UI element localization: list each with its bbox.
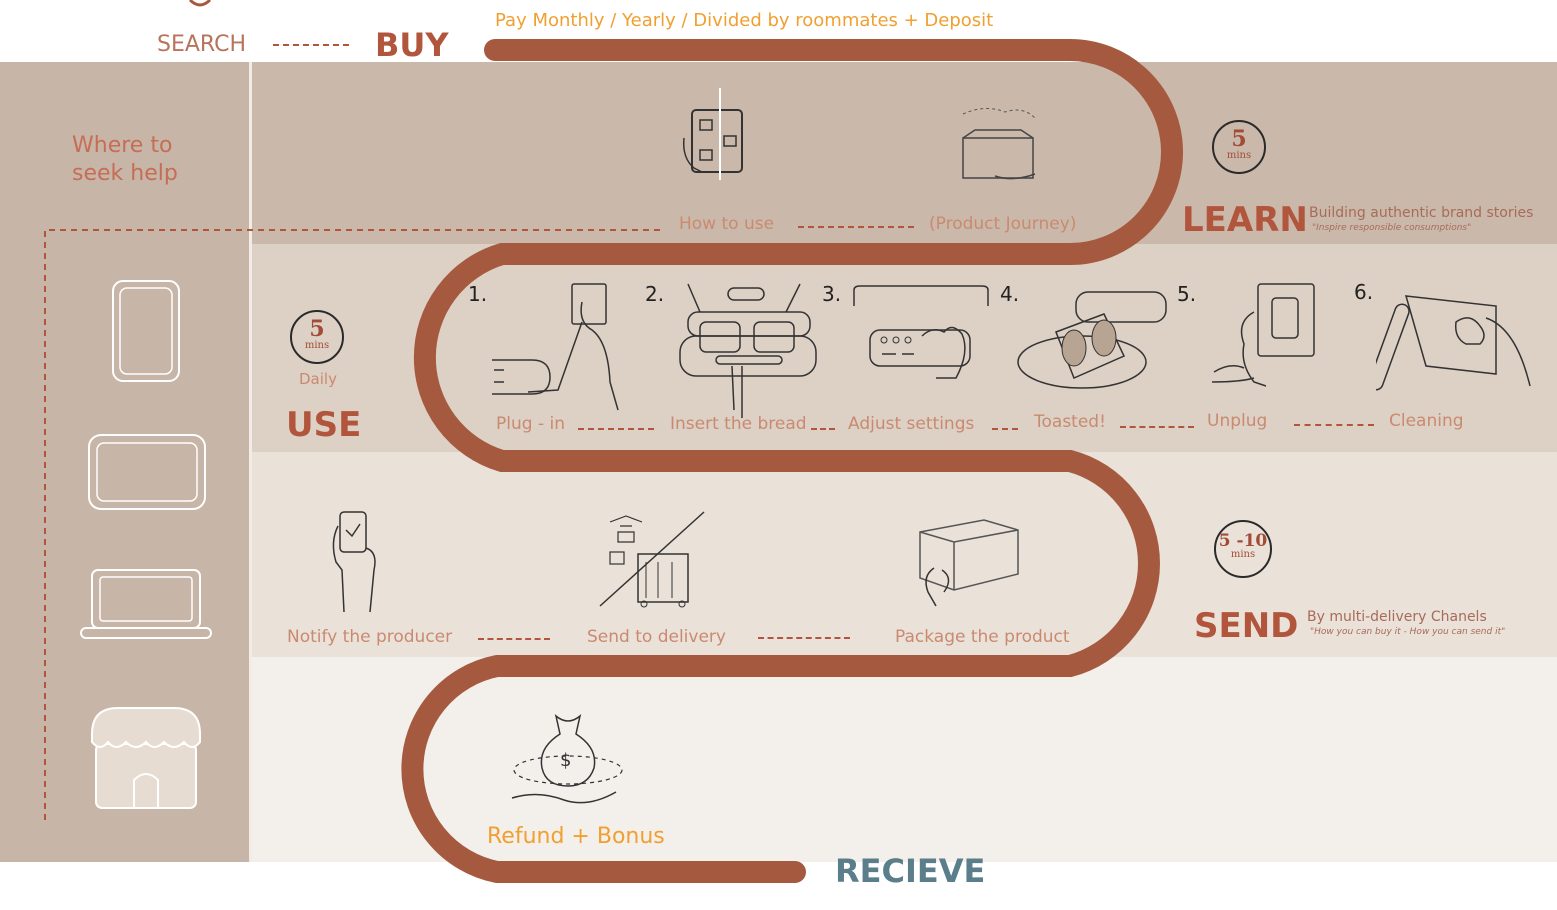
buy-label: BUY [375, 26, 449, 64]
learn-label: LEARN [1182, 200, 1308, 240]
use-connector-4 [1120, 426, 1194, 428]
use-timer: 5 mins [290, 310, 344, 364]
use-step-insert-bread: Insert the bread [670, 414, 807, 434]
learn-connector [798, 226, 914, 228]
learn-step-product-journey: (Product Journey) [929, 214, 1077, 234]
laptop-icon[interactable] [78, 566, 214, 642]
send-band [250, 452, 1557, 657]
use-step-adjust-settings: Adjust settings [848, 414, 975, 434]
learn-band [250, 62, 1557, 244]
package-box-icon [919, 519, 1019, 607]
cleaning-icon [1376, 295, 1531, 391]
learn-description: Building authentic brand stories [1309, 205, 1534, 221]
phone-icon[interactable] [110, 278, 182, 384]
send-connector-2 [758, 637, 850, 639]
delivery-drone-icon [599, 511, 705, 608]
search-buy-connector [273, 44, 349, 46]
unplug-icon [1211, 283, 1315, 387]
notify-phone-icon [332, 511, 376, 613]
payment-note: Pay Monthly / Yearly / Divided by roomma… [495, 10, 994, 31]
learn-tagline: "Inspire responsible consumptions" [1312, 223, 1472, 233]
help-label: Where to seek help [72, 133, 178, 186]
learn-step-how-to-use: How to use [679, 214, 775, 234]
use-label: USE [286, 405, 362, 445]
send-description: By multi-delivery Chanels [1307, 609, 1487, 625]
receive-step-refund: Refund + Bonus [487, 824, 665, 849]
receive-label: RECIEVE [835, 852, 986, 890]
store-icon[interactable] [88, 704, 204, 812]
search-label: SEARCH [157, 32, 247, 57]
use-step-unplug: Unplug [1207, 411, 1268, 431]
send-tagline: "How you can buy it - How you can send i… [1310, 627, 1506, 637]
send-timer: 5 -10 mins [1214, 520, 1272, 578]
use-step-4-number: 4. [1000, 282, 1020, 306]
use-step-3-number: 3. [822, 282, 842, 306]
send-step-package: Package the product [895, 627, 1070, 647]
manual-icon [682, 88, 743, 180]
use-connector-1 [578, 428, 654, 430]
learn-timer: 5 mins [1212, 120, 1266, 174]
use-step-2-number: 2. [645, 282, 665, 306]
send-step-notify: Notify the producer [287, 627, 453, 647]
toaster-bread-icon [679, 283, 817, 418]
tablet-icon[interactable] [86, 432, 208, 512]
use-connector-5 [1294, 424, 1374, 426]
use-step-1-number: 1. [468, 282, 488, 306]
sidebar-divider [249, 62, 252, 862]
product-box-icon [962, 108, 1036, 180]
receive-band [250, 657, 1557, 862]
money-bag-icon: $ [511, 714, 623, 804]
send-label: SEND [1194, 606, 1299, 646]
use-step-5-number: 5. [1177, 282, 1197, 306]
send-connector-1 [478, 638, 550, 640]
use-connector-2 [811, 428, 835, 430]
adjust-settings-icon [853, 285, 989, 379]
send-step-delivery: Send to delivery [587, 627, 726, 647]
use-step-6-number: 6. [1354, 280, 1374, 304]
toasted-icon [1017, 291, 1167, 389]
use-step-cleaning: Cleaning [1389, 411, 1464, 431]
pin-icon [188, 0, 212, 7]
use-frequency: Daily [299, 370, 337, 388]
svg-text:$: $ [560, 750, 571, 771]
use-connector-3 [992, 428, 1018, 430]
plug-in-icon [492, 283, 619, 411]
use-step-plug-in: Plug - in [496, 414, 565, 434]
use-step-toasted: Toasted! [1034, 412, 1106, 432]
